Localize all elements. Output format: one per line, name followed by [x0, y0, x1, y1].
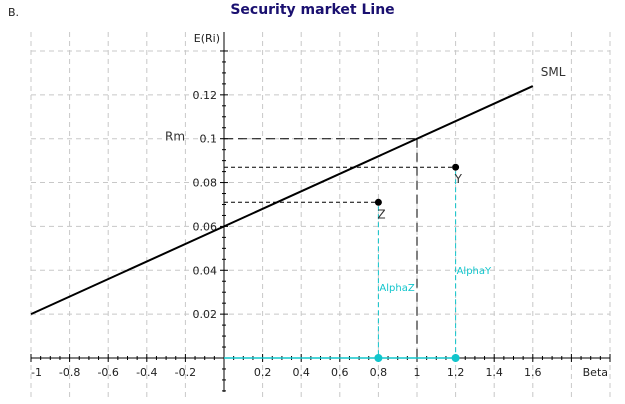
x-tick-label: 0.6: [331, 366, 349, 379]
alpha-point-y: [451, 354, 460, 362]
x-tick-label: -0.8: [59, 366, 80, 379]
point-z: [374, 198, 382, 206]
point-label-z: Z: [377, 207, 385, 221]
y-tick-label: 0.06: [193, 220, 218, 233]
x-tick-label: 1.4: [485, 366, 503, 379]
x-tick-label: -1: [31, 366, 42, 379]
x-tick-label: 1.6: [524, 366, 542, 379]
x-tick-label: 1.2: [447, 366, 465, 379]
alpha-label-z: AlphaZ: [379, 283, 414, 294]
x-tick-label: -0.2: [175, 366, 196, 379]
x-tick-label: 0.8: [370, 366, 388, 379]
alpha-label-y: AlphaY: [457, 266, 492, 277]
sml-line: [30, 85, 534, 316]
rm-label: Rm: [165, 130, 185, 144]
alpha-point-z: [374, 354, 383, 362]
y-tick-label: 0.08: [193, 177, 218, 190]
x-tick-label: 0.2: [254, 366, 272, 379]
sml-label: SML: [541, 65, 566, 79]
y-tick-label: 0.1: [200, 133, 218, 146]
y-tick-label: 0.12: [193, 89, 218, 102]
point-label-y: Y: [454, 172, 463, 186]
x-tick-label: 0.4: [292, 366, 310, 379]
x-axis-label: Beta: [583, 366, 608, 379]
chart-title: Security market Line: [230, 2, 395, 18]
x-tick-label: -0.4: [136, 366, 157, 379]
x-tick-label: -0.6: [97, 366, 118, 379]
point-y: [452, 163, 460, 171]
x-tick-label: 1: [414, 366, 421, 379]
figure-label: B.: [8, 6, 20, 19]
y-tick-label: 0.04: [193, 264, 218, 277]
y-tick-label: 0.02: [193, 308, 218, 321]
y-axis-label: E(Ri): [194, 32, 220, 45]
